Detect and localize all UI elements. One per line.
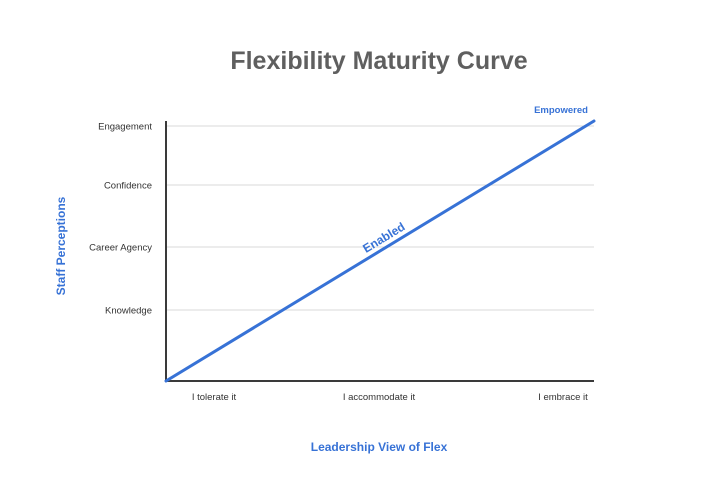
x-tick-label: I tolerate it bbox=[192, 392, 237, 403]
x-tick-label: I accommodate it bbox=[343, 392, 416, 403]
series-line bbox=[164, 119, 596, 383]
x-axis-title: Leadership View of Flex bbox=[311, 440, 448, 454]
y-tick-label: Knowledge bbox=[105, 306, 152, 317]
y-tick-labels: Knowledge Career Agency Confidence Engageme… bbox=[89, 122, 152, 317]
y-tick-label: Engagement bbox=[98, 122, 152, 133]
x-tick-labels: I tolerate it I accommodate it I embrace i… bbox=[192, 392, 588, 403]
chart-title: Flexibility Maturity Curve bbox=[230, 47, 527, 75]
y-tick-label: Career Agency bbox=[89, 243, 152, 254]
y-axis-title: Staff Perceptions bbox=[54, 196, 68, 295]
y-tick-label: Confidence bbox=[104, 181, 152, 192]
empowered-label: Empowered bbox=[534, 105, 588, 116]
grid-lines bbox=[166, 125, 594, 311]
x-tick-label: I embrace it bbox=[538, 392, 588, 403]
